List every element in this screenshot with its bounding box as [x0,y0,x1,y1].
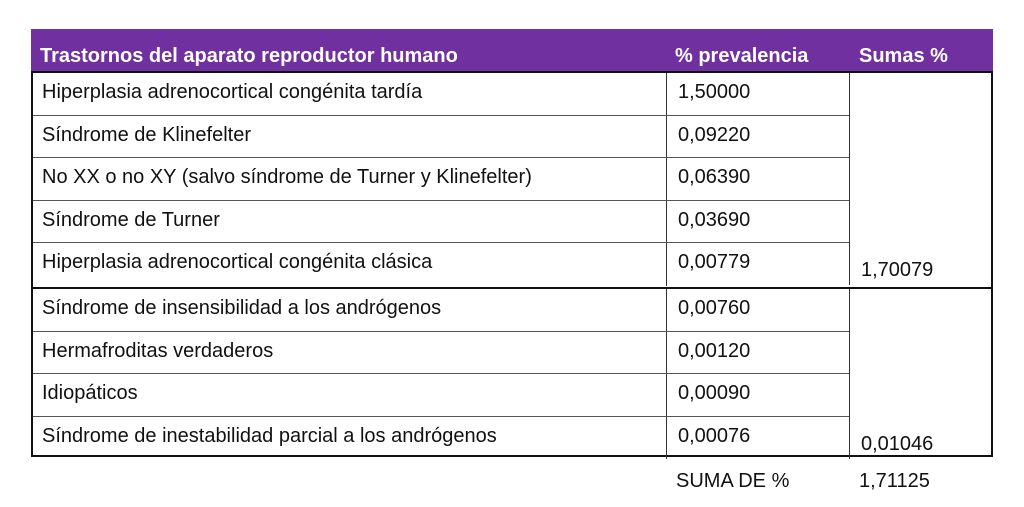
disorder-name: Hiperplasia adrenocortical congénita clá… [42,251,433,273]
header-prevalence: % prevalencia [675,45,809,67]
prevalence-value: 0,00779 [666,243,849,286]
disorder-name: Hiperplasia adrenocortical congénita tar… [42,81,423,103]
disorder-name: Síndrome de inestabilidad parcial a los … [42,424,497,447]
table-row: Idiopáticos 0,00090 [33,374,849,417]
group-sum-cell: 0,01046 [849,289,991,459]
table-row: Síndrome de Klinefelter 0,09220 [33,115,849,158]
table-row: Hermafroditas verdaderos 0,00120 [33,331,849,374]
prevalence-value: 0,00076 [666,416,849,459]
disorder-name: Idiopáticos [42,382,138,404]
table-row: Síndrome de insensibilidad a los andróge… [33,289,849,332]
prevalence-value: 0,09220 [666,115,849,157]
disorder-name: Síndrome de Klinefelter [42,123,252,146]
prevalence-value: 0,00760 [666,289,849,331]
prevalence-value: 1,50000 [666,73,849,115]
disorders-table: Hiperplasia adrenocortical congénita tar… [31,71,993,459]
table-row: Hiperplasia adrenocortical congénita clá… [33,243,849,286]
prevalence-value: 0,00090 [666,374,849,416]
table-group-1: Hiperplasia adrenocortical congénita tar… [33,73,991,286]
disorder-name: Síndrome de insensibilidad a los andróge… [42,297,442,319]
total-sum-value: 1,71125 [859,470,930,492]
total-sum-label: SUMA DE % [676,470,790,492]
table-header: Trastornos del aparato reproductor human… [31,29,993,71]
prevalence-value: 0,06390 [666,158,849,200]
header-disorder: Trastornos del aparato reproductor human… [40,45,458,67]
group-sum-value: 1,70079 [861,259,934,281]
disorder-name: No XX o no XY (salvo síndrome de Turner … [42,166,532,188]
disorder-name: Síndrome de Turner [42,208,220,231]
prevalence-value: 0,00120 [666,331,849,373]
table-row: Síndrome de inestabilidad parcial a los … [33,416,849,459]
table-row: Hiperplasia adrenocortical congénita tar… [33,73,849,116]
disorder-name: Hermafroditas verdaderos [42,339,274,362]
prevalence-value: 0,03690 [666,200,849,242]
table-group-2: Síndrome de insensibilidad a los andróge… [33,287,991,459]
table-row: Síndrome de Turner 0,03690 [33,200,849,243]
header-sums: Sumas % [859,45,948,67]
group-sum-cell: 1,70079 [849,73,991,285]
group-sum-value: 0,01046 [861,433,934,455]
table-row: No XX o no XY (salvo síndrome de Turner … [33,158,849,201]
